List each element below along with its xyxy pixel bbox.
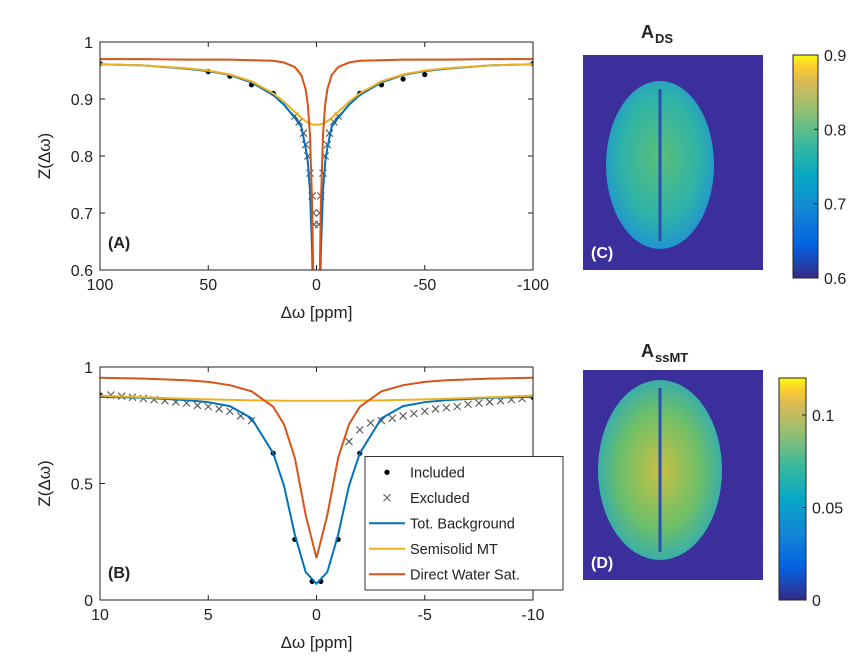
x-marker — [345, 437, 353, 446]
colorbar-tick-label: 0.8 — [824, 122, 846, 139]
x-marker — [399, 412, 407, 420]
legend-swatch — [384, 469, 390, 475]
x-marker — [485, 398, 494, 406]
panel-label: (B) — [108, 565, 130, 582]
series-line — [100, 395, 533, 586]
series-line — [100, 394, 533, 402]
legend-label: Semisolid MT — [410, 542, 498, 558]
x-marker — [474, 399, 483, 408]
y-axis-label: Z(Δω) — [35, 133, 54, 179]
plot-frame — [99, 41, 534, 271]
y-tick-label: 1 — [84, 360, 93, 377]
x-tick-label: 100 — [87, 277, 114, 294]
panel-label: (A) — [108, 235, 130, 252]
series-line — [100, 63, 533, 126]
map-title: A — [641, 341, 654, 361]
series-layer — [100, 376, 533, 586]
x-marker — [410, 409, 418, 418]
y-tick-label: 0.9 — [71, 92, 93, 109]
y-tick-label: 0.6 — [71, 263, 93, 280]
x-tick-label: 0 — [312, 277, 321, 294]
x-tick-label: -50 — [413, 277, 436, 294]
map-title-subscript: DS — [655, 31, 673, 46]
legend-label: Included — [410, 465, 465, 481]
colorbar-tick-label: 0.1 — [812, 408, 834, 425]
x-tick-label: -10 — [521, 607, 544, 624]
legend-swatch — [383, 493, 391, 502]
series-layer — [100, 58, 533, 270]
legend-label: Excluded — [410, 491, 470, 507]
x-marker — [431, 405, 440, 413]
x-tick-label: 0 — [312, 607, 321, 624]
dot-marker — [400, 76, 406, 82]
y-axis-label: Z(Δω) — [35, 460, 54, 506]
series-line — [100, 63, 533, 270]
x-marker — [215, 405, 223, 413]
x-axis-label: Δω [ppm] — [281, 633, 353, 652]
colorbar-tick-label: 0.6 — [824, 271, 846, 288]
x-marker — [355, 426, 364, 434]
x-marker — [204, 402, 213, 411]
legend: Included Excluded Tot. Background Semisolid… — [364, 456, 564, 591]
x-tick-label: -100 — [517, 277, 549, 294]
dot-marker — [422, 71, 428, 78]
colorbar — [792, 54, 819, 279]
series-line — [100, 376, 533, 559]
x-marker — [420, 407, 429, 416]
x-axis-label: Δω [ppm] — [281, 303, 353, 322]
x-tick-label: 50 — [199, 277, 217, 294]
x-marker — [366, 419, 375, 427]
x-tick-label: 5 — [204, 607, 213, 624]
y-tick-label: 1 — [84, 35, 93, 52]
x-marker — [464, 400, 472, 409]
y-tick-label: 0.5 — [71, 477, 93, 494]
x-marker — [226, 407, 234, 416]
legend-label: Tot. Background — [410, 516, 515, 532]
map-title-subscript: ssMT — [655, 350, 688, 365]
plot-area — [100, 42, 533, 270]
x-marker — [388, 414, 397, 423]
panel-label: (C) — [591, 245, 613, 262]
x-marker — [193, 401, 202, 410]
x-tick-label: 10 — [91, 607, 109, 624]
colorbar-tick-label: 0.05 — [812, 501, 843, 518]
map-title: A — [641, 22, 654, 42]
panel-label: (D) — [591, 555, 613, 572]
colorbar-tick-label: 0.9 — [824, 48, 846, 65]
y-tick-label: 0.8 — [71, 149, 93, 166]
colorbar-tick-label: 0.7 — [824, 197, 846, 214]
series-line — [100, 58, 533, 270]
y-tick-label: 0 — [84, 593, 93, 610]
x-marker — [453, 402, 462, 411]
colorbar-tick-label: 0 — [812, 593, 821, 610]
colorbar — [778, 377, 807, 601]
legend-label: Direct Water Sat. — [410, 567, 520, 583]
x-marker — [442, 403, 451, 412]
y-tick-label: 0.7 — [71, 206, 93, 223]
x-tick-label: -5 — [418, 607, 432, 624]
